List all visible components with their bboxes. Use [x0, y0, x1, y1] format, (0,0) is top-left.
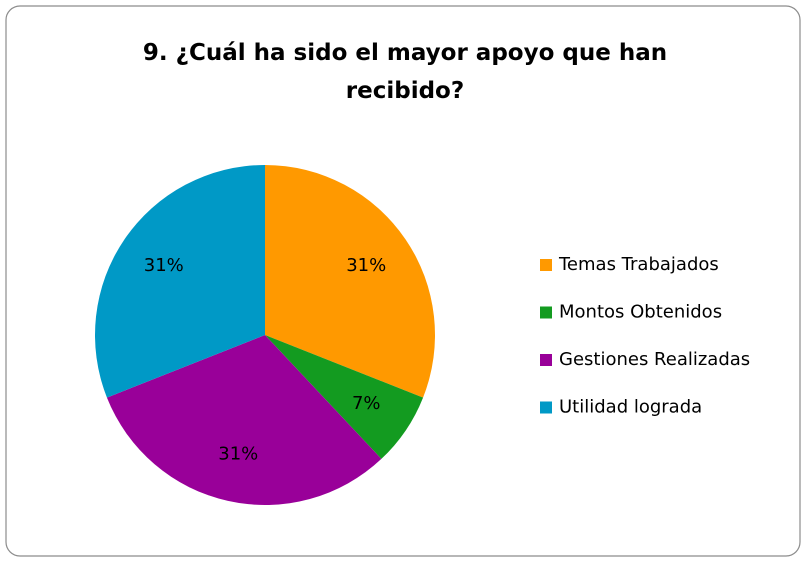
pie-slice: [265, 335, 424, 459]
legend-label: Gestiones Realizadas: [559, 349, 750, 370]
pie-slice: [94, 165, 265, 398]
legend-label: Temas Trabajados: [558, 254, 719, 275]
data-label: 31%: [218, 443, 258, 464]
legend-label: Montos Obtenidos: [559, 302, 722, 323]
data-label: 7%: [352, 393, 381, 414]
legend-swatch: [540, 354, 552, 366]
legend-swatch: [540, 401, 552, 414]
pie-slice: [265, 165, 435, 398]
data-label: 31%: [346, 255, 386, 276]
data-label: 31%: [144, 255, 184, 276]
legend-swatch: [540, 259, 552, 271]
pie-slice: [106, 335, 382, 506]
legend-swatch: [540, 306, 552, 319]
legend-label: Utilidad lograda: [559, 397, 702, 418]
chart-title: 9. ¿Cuál ha sido el mayor apoyo que han …: [142, 40, 668, 104]
